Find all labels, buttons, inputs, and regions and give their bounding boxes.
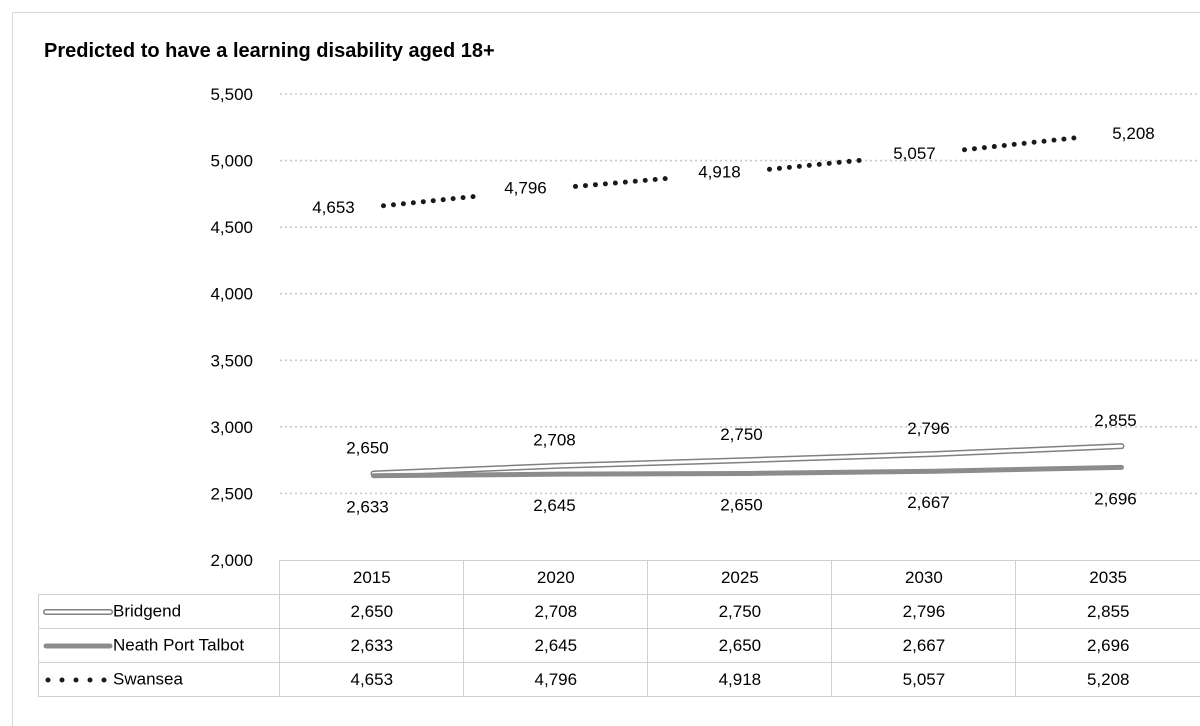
table-category-header: 2015 <box>280 561 464 595</box>
legend-label: Neath Port Talbot <box>113 636 244 655</box>
data-label-swansea: 5,208 <box>1112 124 1155 143</box>
table-cell: 2,633 <box>280 629 464 663</box>
legend-key <box>43 640 113 652</box>
table-category-header: 2030 <box>832 561 1016 595</box>
table-cell: 2,855 <box>1016 595 1200 629</box>
legend-label: Bridgend <box>113 602 181 621</box>
data-label-swansea: 4,918 <box>698 162 741 181</box>
series-line-swansea <box>576 178 670 186</box>
series-line-swansea <box>965 137 1084 150</box>
table-cell: 5,208 <box>1016 663 1200 697</box>
y-tick-label: 3,500 <box>210 351 253 370</box>
table-cell: 2,796 <box>832 595 1016 629</box>
y-tick-label: 5,500 <box>210 85 253 104</box>
series-line-swansea <box>384 196 476 205</box>
data-label-neath-port-talbot: 2,633 <box>346 498 389 517</box>
table-cell: 4,918 <box>648 663 832 697</box>
legend-key <box>43 606 113 618</box>
table-cell: 2,650 <box>648 629 832 663</box>
data-label-bridgend: 2,750 <box>720 425 763 444</box>
data-label-neath-port-talbot: 2,650 <box>720 495 763 514</box>
data-label-bridgend: 2,708 <box>533 431 576 450</box>
table-category-header: 2020 <box>464 561 648 595</box>
data-label-bridgend: 2,796 <box>907 419 950 438</box>
table-cell: 2,750 <box>648 595 832 629</box>
data-label-swansea: 5,057 <box>893 144 936 163</box>
legend-entry: Bridgend <box>39 595 280 629</box>
table-corner <box>39 561 280 595</box>
table-cell: 4,796 <box>464 663 648 697</box>
y-tick-label: 2,500 <box>210 484 253 503</box>
data-label-neath-port-talbot: 2,645 <box>533 496 576 515</box>
table-cell: 2,645 <box>464 629 648 663</box>
table-cell: 4,653 <box>280 663 464 697</box>
table-cell: 5,057 <box>832 663 1016 697</box>
legend-entry: Neath Port Talbot <box>39 629 280 663</box>
data-label-neath-port-talbot: 2,696 <box>1094 489 1137 508</box>
table-cell: 2,650 <box>280 595 464 629</box>
legend-key <box>43 674 113 686</box>
table-cell: 2,667 <box>832 629 1016 663</box>
table-category-header: 2035 <box>1016 561 1200 595</box>
data-label-bridgend: 2,855 <box>1094 411 1137 430</box>
data-label-bridgend: 2,650 <box>346 438 389 457</box>
table-category-header: 2025 <box>648 561 832 595</box>
table-cell: 2,708 <box>464 595 648 629</box>
legend-entry: Swansea <box>39 663 280 697</box>
legend-label: Swansea <box>113 670 183 689</box>
data-label-swansea: 4,796 <box>504 179 547 198</box>
y-tick-label: 4,500 <box>210 218 253 237</box>
y-tick-label: 4,000 <box>210 285 253 304</box>
data-label-neath-port-talbot: 2,667 <box>907 493 950 512</box>
y-tick-label: 5,000 <box>210 152 253 171</box>
data-label-swansea: 4,653 <box>312 198 355 217</box>
y-tick-label: 3,000 <box>210 418 253 437</box>
table-cell: 2,696 <box>1016 629 1200 663</box>
